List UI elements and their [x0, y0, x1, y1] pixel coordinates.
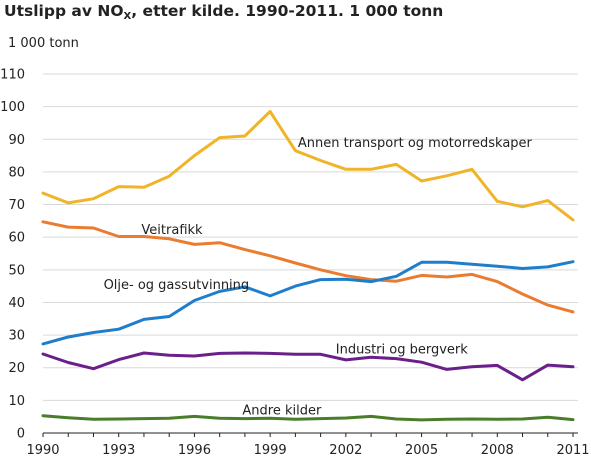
series-labels: Annen transport og motorredskaper Veitraf… — [104, 136, 533, 419]
series-label-annen-transport-og-motorredskaper: Annen transport og motorredskaper — [298, 136, 533, 151]
chart-title: Utslipp av NOX, etter kilde. 1990-2011. … — [4, 2, 443, 22]
y-tick-label-20: 20 — [8, 361, 25, 376]
chart-title-subscript: X — [123, 11, 132, 22]
y-axis-unit-label: 1 000 tonn — [8, 36, 79, 51]
series-label-olje-og-gassutvinning: Olje- og gassutvinning — [104, 278, 250, 293]
series-line-olje-og-gassutvinning — [41, 260, 575, 346]
x-tick-label-2011: 2011 — [556, 443, 589, 456]
x-tick-label-1990: 1990 — [26, 443, 59, 456]
y-tick-label-30: 30 — [8, 329, 25, 344]
y-tick-label-100: 100 — [0, 100, 25, 115]
series-lines — [41, 110, 575, 422]
x-tick-label-1993: 1993 — [102, 443, 135, 456]
x-tick-label-2008: 2008 — [481, 443, 514, 456]
y-tick-label-110: 110 — [0, 68, 25, 83]
y-tick-label-40: 40 — [8, 296, 25, 311]
series-label-veitrafikk: Veitrafikk — [141, 223, 203, 238]
y-tick-label-90: 90 — [8, 133, 25, 148]
y-tick-label-70: 70 — [8, 198, 25, 213]
y-tick-label-80: 80 — [8, 165, 25, 180]
y-tick-label-50: 50 — [8, 263, 25, 278]
y-tick-label-60: 60 — [8, 231, 25, 246]
y-tick-label-0: 0 — [17, 427, 25, 442]
series-line-andre-kilder — [41, 414, 575, 422]
x-tick-label-2002: 2002 — [329, 443, 362, 456]
y-tick-label-10: 10 — [8, 394, 25, 409]
series-line-industri-og-bergverk — [41, 351, 575, 382]
series-label-andre-kilder: Andre kilder — [242, 404, 322, 419]
gridlines — [43, 73, 578, 401]
chart-title-pre: Utslipp av NO — [4, 2, 124, 20]
x-tick-label-2005: 2005 — [405, 443, 438, 456]
series-line-annen-transport-og-motorredskaper — [41, 110, 575, 222]
x-tick-label-1999: 1999 — [254, 443, 287, 456]
axes: 0 10 20 30 40 50 60 70 80 90 100 110 1990 1993 1996 199… — [0, 68, 589, 456]
chart-title-post: , etter kilde. 1990-2011. 1 000 tonn — [131, 2, 444, 20]
series-label-industri-og-bergverk: Industri og bergverk — [336, 343, 469, 358]
x-tick-label-1996: 1996 — [178, 443, 211, 456]
series-line-veitrafikk — [41, 220, 575, 314]
